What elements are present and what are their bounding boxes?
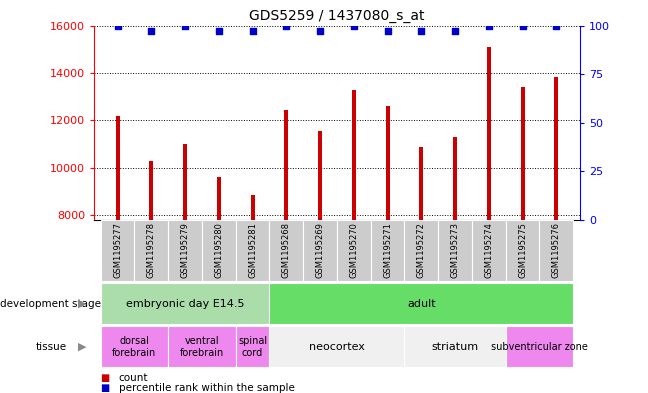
Bar (168, 326, 236, 367)
Text: ▶: ▶ (78, 299, 87, 309)
Bar (236, 220, 270, 281)
Bar (404, 220, 438, 281)
Text: GSM1195268: GSM1195268 (282, 222, 291, 278)
Text: spinal
cord: spinal cord (238, 336, 267, 358)
Point (382, 28, 393, 35)
Bar (505, 326, 573, 367)
Bar (100, 220, 135, 281)
Point (146, 28, 157, 35)
Text: GSM1195275: GSM1195275 (518, 222, 527, 278)
Bar (472, 220, 505, 281)
Point (416, 28, 426, 35)
Text: GSM1195269: GSM1195269 (316, 222, 325, 278)
Bar (520, 87, 525, 220)
Text: GSM1195272: GSM1195272 (417, 222, 426, 278)
Bar (352, 90, 356, 220)
Bar (236, 326, 270, 367)
Text: embryonic day E14.5: embryonic day E14.5 (126, 299, 244, 309)
Text: GSM1195273: GSM1195273 (450, 222, 459, 278)
Text: tissue: tissue (36, 342, 67, 352)
Bar (505, 220, 539, 281)
Text: ▶: ▶ (78, 342, 87, 352)
Text: GSM1195278: GSM1195278 (147, 222, 156, 278)
Point (281, 22, 292, 29)
Point (517, 22, 527, 29)
Bar (337, 220, 371, 281)
Text: ■: ■ (100, 373, 110, 383)
Bar (149, 161, 154, 220)
Point (551, 22, 562, 29)
Text: ventral
forebrain: ventral forebrain (180, 336, 224, 358)
Bar (438, 220, 472, 281)
Text: dorsal
forebrain: dorsal forebrain (112, 336, 157, 358)
Bar (202, 220, 236, 281)
Title: GDS5259 / 1437080_s_at: GDS5259 / 1437080_s_at (249, 9, 424, 23)
Bar (404, 326, 505, 367)
Text: GSM1195274: GSM1195274 (484, 222, 493, 278)
Bar (386, 106, 389, 220)
Text: GSM1195281: GSM1195281 (248, 222, 257, 278)
Text: GSM1195270: GSM1195270 (349, 222, 358, 278)
Point (315, 28, 325, 35)
Bar (318, 131, 322, 220)
Text: GSM1195271: GSM1195271 (383, 222, 392, 278)
Bar (100, 283, 270, 324)
Text: GSM1195280: GSM1195280 (214, 222, 224, 278)
Point (112, 22, 122, 29)
Point (349, 22, 359, 29)
Bar (100, 326, 168, 367)
Bar (284, 110, 288, 220)
Point (248, 28, 258, 35)
Bar (554, 77, 559, 220)
Bar (135, 220, 168, 281)
Bar (270, 326, 404, 367)
Bar (183, 144, 187, 220)
Bar (540, 220, 573, 281)
Bar (115, 116, 120, 220)
Text: GSM1195279: GSM1195279 (181, 222, 190, 278)
Bar (453, 137, 457, 220)
Text: striatum: striatum (432, 342, 479, 352)
Text: count: count (119, 373, 148, 383)
Point (483, 22, 494, 29)
Text: percentile rank within the sample: percentile rank within the sample (119, 383, 294, 393)
Point (450, 28, 460, 35)
Bar (270, 220, 303, 281)
Bar (371, 220, 404, 281)
Bar (419, 147, 423, 220)
Bar (303, 220, 337, 281)
Text: adult: adult (407, 299, 435, 309)
Text: GSM1195277: GSM1195277 (113, 222, 122, 278)
Bar (251, 195, 255, 220)
Point (180, 22, 191, 29)
Text: GSM1195276: GSM1195276 (552, 222, 561, 278)
Bar (217, 177, 221, 220)
Text: ■: ■ (100, 383, 110, 393)
Point (214, 28, 224, 35)
Text: neocortex: neocortex (309, 342, 365, 352)
Text: subventricular zone: subventricular zone (491, 342, 588, 352)
Bar (270, 283, 573, 324)
Bar (487, 47, 491, 220)
Bar (168, 220, 202, 281)
Text: development stage: development stage (0, 299, 101, 309)
